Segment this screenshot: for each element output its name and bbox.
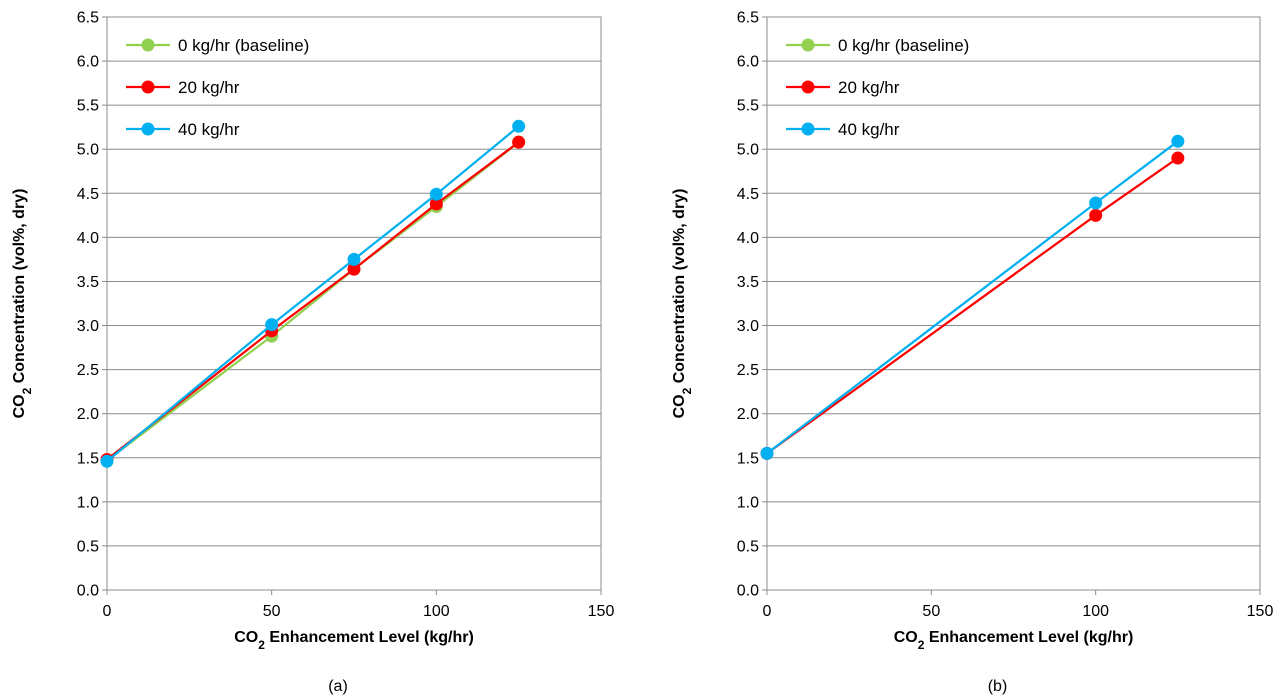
x-tick-label: 100 <box>1082 603 1109 620</box>
y-tick-label: 3.5 <box>737 274 759 291</box>
series-line <box>106 125 520 463</box>
legend-label: 0 kg/hr (baseline) <box>178 36 309 55</box>
y-tick-label: 1.5 <box>77 450 99 467</box>
y-tick-label: 0.0 <box>77 583 99 600</box>
data-point <box>1089 208 1103 222</box>
y-tick-label: 0.5 <box>737 538 759 555</box>
series-line <box>766 157 1179 455</box>
data-point <box>1089 196 1103 210</box>
data-point <box>347 262 361 276</box>
y-tick-label: 2.0 <box>77 406 99 423</box>
y-tick-label: 0.0 <box>737 583 759 600</box>
legend-marker <box>141 122 155 136</box>
plot-area-border <box>766 16 1261 591</box>
y-tick-label: 1.0 <box>737 494 759 511</box>
x-tick-label: 0 <box>763 603 772 620</box>
data-point <box>760 446 774 460</box>
y-tick-label: 5.5 <box>77 98 99 115</box>
y-tick-label: 5.5 <box>737 98 759 115</box>
y-tick-label: 5.0 <box>77 142 99 159</box>
y-tick-label: 6.5 <box>737 10 759 27</box>
data-point <box>100 454 114 468</box>
y-tick-label: 3.0 <box>77 318 99 335</box>
y-tick-label: 6.0 <box>77 54 99 71</box>
y-tick-label: 4.0 <box>77 230 99 247</box>
x-tick-label: 50 <box>263 603 281 620</box>
y-tick-label: 2.5 <box>77 362 99 379</box>
x-tick-label: 0 <box>103 603 112 620</box>
y-tick-label: 4.5 <box>737 186 759 203</box>
x-axis-title: CO2 Enhancement Level (kg/hr) <box>234 629 474 652</box>
chart-caption: (b) <box>988 678 1008 695</box>
legend-marker <box>801 122 815 136</box>
legend-label: 20 kg/hr <box>178 78 240 97</box>
series-line <box>106 141 520 461</box>
y-tick-label: 3.0 <box>737 318 759 335</box>
data-point <box>1171 151 1185 165</box>
x-tick-label: 50 <box>922 603 940 620</box>
legend-label: 40 kg/hr <box>178 120 240 139</box>
y-tick-label: 2.0 <box>737 406 759 423</box>
legend-label: 0 kg/hr (baseline) <box>838 36 969 55</box>
y-tick-label: 1.0 <box>77 494 99 511</box>
legend-marker <box>801 80 815 94</box>
chart-caption: (a) <box>328 678 348 695</box>
legend-marker <box>141 38 155 52</box>
y-tick-label: 4.5 <box>77 186 99 203</box>
y-tick-label: 3.5 <box>77 274 99 291</box>
y-axis-title: CO2 Concentration (vol%, dry) <box>671 189 694 419</box>
x-tick-label: 100 <box>423 603 450 620</box>
x-tick-label: 150 <box>1247 603 1274 620</box>
legend-label: 40 kg/hr <box>838 120 900 139</box>
legend-marker <box>801 38 815 52</box>
legend-label: 20 kg/hr <box>838 78 900 97</box>
chart-b: 0.0 0.5 1.0 1.5 2.0 2.5 3.0 3.5 4.0 4.5 5.0 5.5 6.0 6… <box>671 10 1273 696</box>
legend-marker <box>141 80 155 94</box>
data-point <box>265 318 279 332</box>
data-point <box>1171 134 1185 148</box>
chart-a: 0.0 0.5 1.0 1.5 2.0 2.5 3.0 3.5 4.0 4.5 5.0 5.5 6.0 6… <box>11 10 614 696</box>
y-tick-label: 4.0 <box>737 230 759 247</box>
data-point <box>347 252 361 266</box>
y-axis-title: CO2 Concentration (vol%, dry) <box>11 189 34 419</box>
y-tick-label: 1.5 <box>737 450 759 467</box>
data-point <box>512 119 526 133</box>
data-point <box>429 197 443 211</box>
x-axis-title: CO2 Enhancement Level (kg/hr) <box>894 629 1134 652</box>
y-tick-label: 0.5 <box>77 538 99 555</box>
y-tick-label: 2.5 <box>737 362 759 379</box>
data-point <box>512 135 526 149</box>
x-tick-label: 150 <box>588 603 615 620</box>
series-line <box>766 140 1179 455</box>
plot-area-border <box>106 16 602 591</box>
y-tick-label: 6.0 <box>737 54 759 71</box>
data-point <box>429 187 443 201</box>
y-tick-label: 5.0 <box>737 142 759 159</box>
y-tick-label: 6.5 <box>77 10 99 27</box>
